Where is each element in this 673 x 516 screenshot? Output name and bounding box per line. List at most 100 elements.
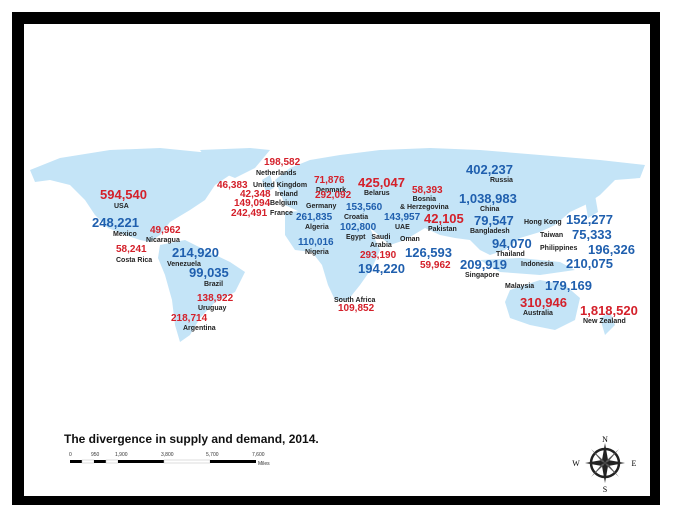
value-label: 310,946	[520, 295, 567, 310]
value-label: 79,547	[474, 213, 514, 228]
compass-w: W	[572, 459, 580, 468]
country-label: Hong Kong	[524, 219, 562, 226]
scale-tick: 950	[91, 452, 100, 458]
value-label: 196,326	[588, 242, 635, 257]
country-label: Croatia	[344, 214, 369, 221]
country-label: South Africa	[334, 297, 376, 304]
country-label: Bangladesh	[470, 228, 510, 235]
value-label: 138,922	[197, 293, 234, 304]
value-label: 153,560	[346, 202, 383, 213]
country-label: United Kingdom	[253, 182, 308, 189]
value-label: 102,800	[340, 222, 377, 233]
country-label: France	[270, 210, 293, 217]
value-label: 75,333	[572, 227, 612, 242]
country-label: Argentina	[183, 325, 216, 332]
value-label: 143,957	[384, 212, 421, 223]
value-label: 42,348	[240, 189, 271, 200]
value-label: 179,169	[545, 278, 592, 293]
value-label: 46,383	[217, 180, 248, 191]
value-label: 198,582	[264, 157, 301, 168]
country-label: Malaysia	[505, 283, 535, 290]
value-label: 109,852	[338, 303, 375, 314]
value-label: 194,220	[358, 261, 405, 276]
country-label: Bosnia & Herzegovina	[400, 196, 449, 211]
value-label: 59,962	[420, 260, 451, 271]
value-label: 58,393	[412, 185, 443, 196]
value-label: 152,277	[566, 212, 613, 227]
compass-rose: N S W E	[572, 435, 638, 497]
value-label: 248,221	[92, 215, 139, 230]
scale-unit: Miles	[258, 461, 270, 467]
country-label: Algeria	[305, 224, 329, 231]
value-label: 210,075	[566, 256, 613, 271]
scale-tick: 7,600	[252, 452, 265, 458]
country-label: Indonesia	[521, 261, 554, 268]
value-label: 292,092	[315, 190, 352, 201]
japan	[585, 195, 598, 218]
value-label: 242,491	[231, 208, 268, 219]
new-zealand	[600, 312, 615, 335]
country-label: Philippines	[540, 245, 578, 252]
compass-s: S	[603, 485, 607, 492]
south-america	[158, 240, 245, 342]
country-label: Egypt	[346, 234, 366, 241]
country-label: Venezuela	[167, 261, 201, 268]
compass-n: N	[602, 436, 608, 444]
country-label: China	[480, 206, 500, 213]
uk-ireland	[262, 175, 274, 192]
map-title: The divergence in supply and demand, 201…	[64, 432, 319, 446]
country-label: Taiwan	[540, 232, 564, 239]
country-label: Russia	[490, 177, 513, 184]
australia	[505, 280, 580, 330]
scale-tick: 0	[69, 452, 72, 458]
scale-tick: 3,800	[161, 452, 174, 458]
country-label: Brazil	[204, 281, 224, 288]
country-label: Nicaragua	[146, 237, 180, 244]
eurasia	[275, 148, 645, 255]
africa	[285, 210, 380, 300]
country-label: Oman	[400, 236, 420, 243]
country-label: Denmark	[316, 187, 346, 194]
country-label: Nigeria	[305, 249, 329, 256]
value-label: 1,038,983	[459, 191, 517, 206]
greenland	[200, 148, 270, 178]
value-label: 110,016	[298, 237, 334, 248]
value-label: 594,540	[100, 187, 147, 202]
country-label: Thailand	[496, 251, 525, 258]
value-label: 1,818,520	[580, 303, 638, 318]
country-label: Belarus	[364, 190, 390, 197]
country-label: USA	[114, 203, 129, 210]
value-label: 49,962	[150, 225, 181, 236]
value-label: 209,919	[460, 257, 507, 272]
value-label: 218,714	[171, 313, 208, 324]
value-label: 58,241	[116, 244, 147, 255]
country-label: UAE	[395, 224, 410, 231]
value-label: 99,035	[189, 265, 229, 280]
indonesia	[480, 258, 575, 275]
value-label: 425,047	[358, 175, 405, 190]
country-label: Ireland	[275, 191, 298, 198]
scale-tick: 5,700	[206, 452, 219, 458]
value-label: 42,105	[424, 211, 464, 226]
country-label: New Zealand	[583, 318, 626, 325]
country-label: Australia	[523, 310, 553, 317]
country-label: Netherlands	[256, 170, 297, 177]
north-america	[30, 148, 250, 242]
value-label: 214,920	[172, 245, 219, 260]
value-label: 126,593	[405, 245, 452, 260]
country-label: Uruguay	[198, 305, 227, 312]
country-label: Germany	[306, 203, 337, 210]
compass-icon: N S W E	[572, 435, 637, 494]
country-label: Belgium	[270, 200, 298, 207]
value-label: 261,835	[296, 212, 333, 223]
scale-bar-graphic	[70, 459, 256, 464]
value-label: 293,190	[360, 250, 397, 261]
value-label: 94,070	[492, 236, 532, 251]
value-label: 71,876	[314, 175, 345, 186]
scale-tick: 1,900	[115, 452, 128, 458]
compass-e: E	[632, 459, 637, 468]
country-label: Pakistan	[428, 226, 457, 233]
country-label: Saudi Arabia	[370, 234, 392, 249]
value-label: 149,094	[234, 198, 271, 209]
